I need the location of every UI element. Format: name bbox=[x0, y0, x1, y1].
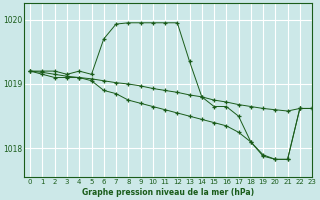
X-axis label: Graphe pression niveau de la mer (hPa): Graphe pression niveau de la mer (hPa) bbox=[82, 188, 254, 197]
